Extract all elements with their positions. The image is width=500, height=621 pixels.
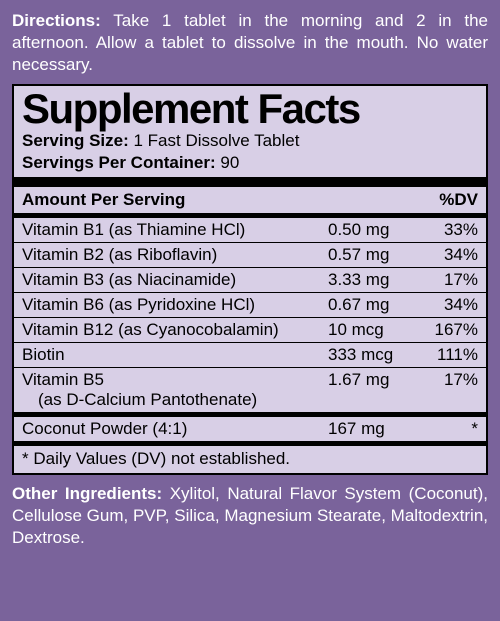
other-ingredients-label: Other Ingredients: (12, 484, 162, 503)
ingredient-dv: 34% (418, 295, 478, 315)
dv-header: %DV (439, 190, 478, 210)
ingredient-amount: 3.33 mg (328, 270, 418, 290)
ingredient-name: Coconut Powder (4:1) (22, 419, 328, 439)
serving-size-label: Serving Size: (22, 131, 129, 150)
label-container: Directions: Take 1 tablet in the morning… (0, 0, 500, 621)
ingredient-dv: * (418, 419, 478, 439)
serving-size-value: 1 Fast Dissolve Tablet (129, 131, 300, 150)
ingredient-row: Vitamin B2 (as Riboflavin)0.57 mg34% (14, 243, 486, 267)
ingredient-row: Vitamin B1 (as Thiamine HCl)0.50 mg33% (14, 218, 486, 242)
ingredient-amount: 0.67 mg (328, 295, 418, 315)
footnote: * Daily Values (DV) not established. (14, 446, 486, 473)
ingredient-rows-primary: Vitamin B1 (as Thiamine HCl)0.50 mg33%Vi… (14, 218, 486, 412)
ingredient-name: Vitamin B6 (as Pyridoxine HCl) (22, 295, 328, 315)
ingredient-row: Vitamin B12 (as Cyanocobalamin)10 mcg167… (14, 318, 486, 342)
servings-per-container-value: 90 (216, 153, 240, 172)
ingredient-name: Vitamin B3 (as Niacinamide) (22, 270, 328, 290)
ingredient-name: Biotin (22, 345, 328, 365)
ingredient-rows-secondary: Coconut Powder (4:1)167 mg* (14, 417, 486, 441)
ingredient-amount: 167 mg (328, 419, 418, 439)
rule-thick (14, 177, 486, 187)
ingredient-dv: 17% (418, 270, 478, 290)
ingredient-row: Vitamin B51.67 mg17% (14, 368, 486, 392)
ingredient-row: Vitamin B6 (as Pyridoxine HCl)0.67 mg34% (14, 293, 486, 317)
ingredient-dv: 167% (418, 320, 478, 340)
ingredient-dv: 33% (418, 220, 478, 240)
ingredient-row: Vitamin B3 (as Niacinamide)3.33 mg17% (14, 268, 486, 292)
ingredient-name: Vitamin B12 (as Cyanocobalamin) (22, 320, 328, 340)
serving-info: Serving Size: 1 Fast Dissolve Tablet Ser… (14, 130, 486, 177)
amount-per-serving-header: Amount Per Serving (22, 190, 185, 210)
other-ingredients-block: Other Ingredients: Xylitol, Natural Flav… (12, 483, 488, 549)
ingredient-name: Vitamin B2 (as Riboflavin) (22, 245, 328, 265)
column-headers: Amount Per Serving %DV (14, 187, 486, 213)
ingredient-dv: 34% (418, 245, 478, 265)
ingredient-name: Vitamin B1 (as Thiamine HCl) (22, 220, 328, 240)
servings-per-container-label: Servings Per Container: (22, 153, 216, 172)
ingredient-amount: 333 mcg (328, 345, 418, 365)
panel-title: Supplement Facts (14, 86, 486, 130)
ingredient-dv: 17% (418, 370, 478, 390)
ingredient-name: Vitamin B5 (22, 370, 328, 390)
ingredient-row: Biotin333 mcg111% (14, 343, 486, 367)
ingredient-dv: 111% (418, 345, 478, 365)
ingredient-amount: 1.67 mg (328, 370, 418, 390)
ingredient-row: Coconut Powder (4:1)167 mg* (14, 417, 486, 441)
ingredient-amount: 0.57 mg (328, 245, 418, 265)
supplement-facts-panel: Supplement Facts Serving Size: 1 Fast Di… (12, 84, 488, 475)
directions-label: Directions: (12, 11, 101, 30)
ingredient-subline: (as D-Calcium Pantothenate) (14, 390, 486, 412)
ingredient-amount: 0.50 mg (328, 220, 418, 240)
directions-block: Directions: Take 1 tablet in the morning… (12, 10, 488, 76)
ingredient-amount: 10 mcg (328, 320, 418, 340)
